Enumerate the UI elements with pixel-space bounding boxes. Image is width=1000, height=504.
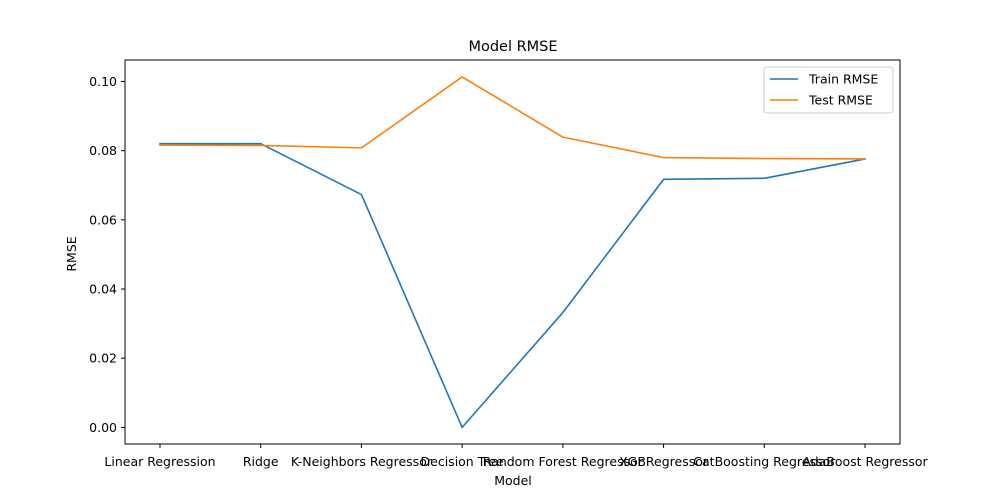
- series-line-train-rmse: [160, 144, 865, 428]
- plot-area-frame: [125, 60, 900, 444]
- y-tick-label: 0.06: [89, 212, 117, 227]
- y-tick-label: 0.08: [89, 143, 117, 158]
- y-tick-label: 0.02: [89, 351, 117, 366]
- legend-label: Test RMSE: [808, 93, 873, 108]
- x-tick-label: AdaBoost Regressor: [802, 454, 928, 469]
- x-tick-label: Ridge: [243, 454, 279, 469]
- y-tick-label: 0.10: [89, 74, 117, 89]
- y-tick-label: 0.04: [89, 282, 117, 297]
- chart-title: Model RMSE: [468, 39, 557, 55]
- y-tick-label: 0.00: [89, 420, 117, 435]
- x-tick-label: K-Neighbors Regressor: [291, 454, 433, 469]
- x-tick-label: Linear Regression: [104, 454, 215, 469]
- legend-label: Train RMSE: [808, 72, 878, 87]
- y-axis-label: RMSE: [64, 236, 79, 271]
- legend: Train RMSE Test RMSE: [764, 67, 893, 113]
- x-axis-label: Model: [494, 473, 532, 488]
